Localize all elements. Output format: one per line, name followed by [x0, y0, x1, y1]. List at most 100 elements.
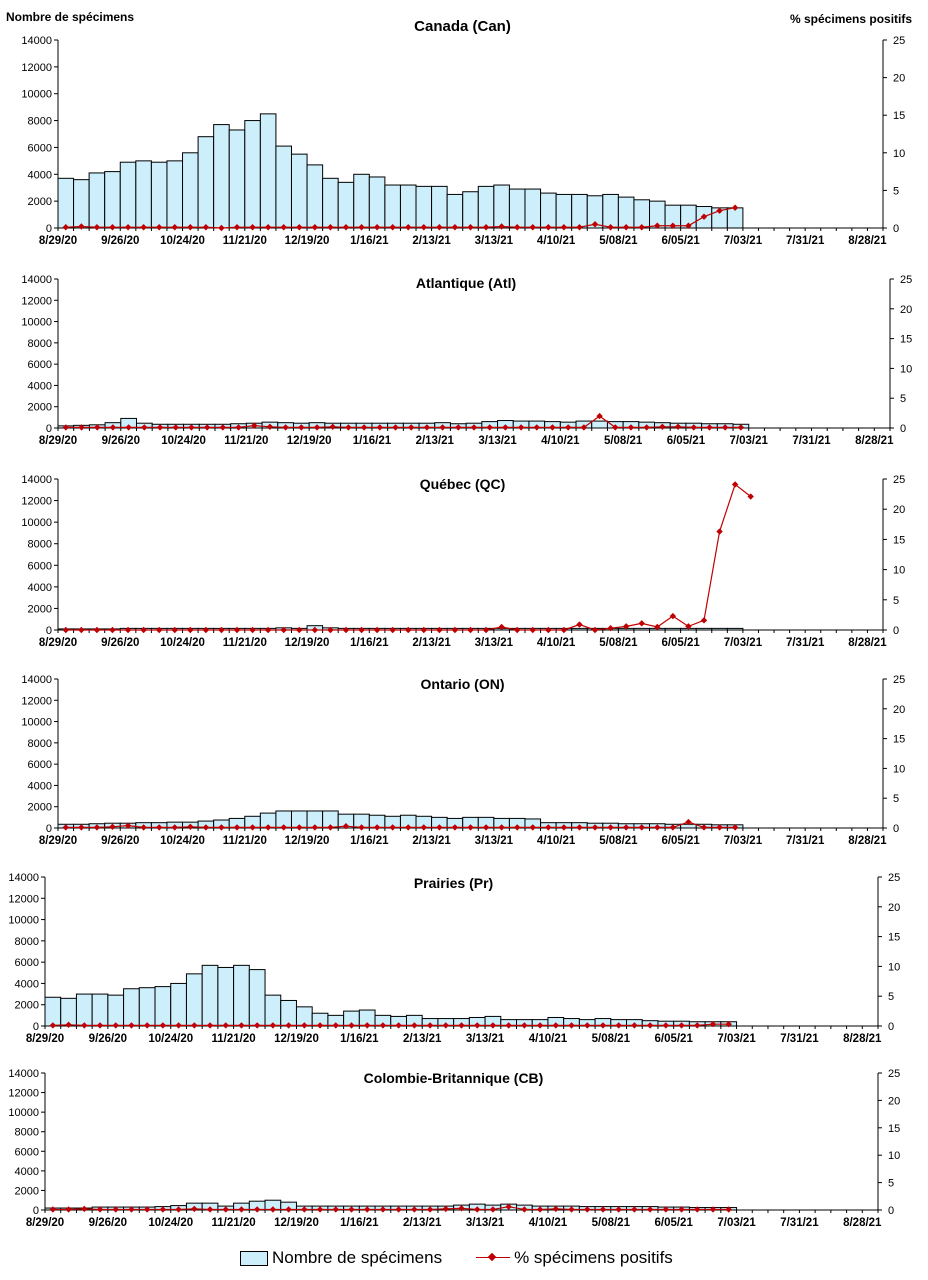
y-tick-label-4-4: 8000: [15, 936, 39, 948]
positivity-point-2-30: [529, 626, 536, 634]
y-tick-label-0-0: 0: [46, 223, 52, 235]
positivity-point-3-37: [638, 824, 645, 831]
bar-0-30: [524, 188, 542, 229]
y-tick-label-4-3: 6000: [15, 957, 39, 969]
positivity-point-5-9: [191, 1205, 198, 1213]
y-tick-label-2-6: 12000: [21, 496, 52, 508]
positivity-point-5-31: [536, 1206, 544, 1213]
positivity-point-0-26: [467, 224, 474, 231]
positivity-point-4-23: [411, 1022, 418, 1029]
positivity-point-2-36: [622, 623, 630, 630]
positivity-point-1-23: [423, 424, 431, 431]
positivity-point-3-7: [171, 824, 178, 831]
positivity-point-3-42: [716, 824, 723, 831]
positivity-point-3-14: [280, 824, 287, 831]
y2-tick-label-3-3: 15: [893, 734, 905, 746]
positivity-point-1-39: [674, 423, 682, 431]
positivity-point-0-38: [654, 222, 661, 229]
x-tick-label-3-7: 3/13/21: [475, 835, 514, 847]
x-tick-label-0-5: 1/16/21: [350, 235, 389, 247]
bar-0-15: [290, 153, 308, 229]
y2-tick-label-0-3: 15: [893, 110, 905, 122]
y-tick-label-4-7: 14000: [8, 872, 39, 884]
positivity-point-1-16: [313, 424, 321, 431]
x-tick-label-0-8: 4/10/21: [537, 235, 576, 247]
y2-tick-label-4-4: 20: [888, 902, 900, 914]
positivity-point-1-24: [439, 424, 446, 431]
positivity-point-4-8: [175, 1022, 182, 1029]
positivity-point-1-43: [737, 424, 745, 431]
bar-0-28: [493, 184, 510, 229]
x-tick-label-2-13: 8/28/21: [848, 637, 887, 649]
bar-0-4: [119, 161, 137, 229]
x-tick-label-5-4: 12/19/20: [274, 1217, 319, 1229]
bar-0-31: [540, 192, 557, 229]
y-tick-label-4-1: 2000: [15, 1000, 39, 1012]
positivity-point-4-31: [536, 1022, 544, 1029]
positivity-point-2-12: [249, 626, 256, 634]
positivity-point-4-30: [521, 1022, 528, 1029]
positivity-point-1-1: [78, 424, 85, 431]
charts-svg: Canada (Can)0200040006000800010000120001…: [8, 18, 912, 1229]
positivity-point-2-13: [264, 626, 272, 634]
x-tick-label-2-11: 7/03/21: [724, 637, 763, 649]
positivity-point-4-32: [552, 1022, 559, 1029]
bar-4-14: [264, 994, 282, 1027]
positivity-point-3-19: [358, 824, 365, 831]
positivity-point-3-40: [685, 818, 692, 826]
y2-tick-label-3-0: 0: [893, 823, 899, 835]
positivity-point-3-26: [467, 824, 474, 831]
positivity-point-0-20: [373, 224, 381, 231]
bar-4-10: [201, 964, 219, 1027]
positivity-point-3-34: [591, 824, 599, 831]
positivity-point-4-43: [725, 1021, 732, 1028]
positivity-point-2-17: [327, 626, 334, 634]
positivity-point-0-1: [78, 223, 85, 230]
positivity-point-2-0: [62, 626, 69, 634]
positivity-point-4-17: [316, 1022, 324, 1029]
positivity-point-0-33: [576, 224, 583, 231]
bar-4-15: [280, 999, 297, 1027]
positivity-point-3-12: [249, 824, 256, 831]
positivity-point-1-6: [156, 424, 164, 431]
x-tick-label-4-13: 8/28/21: [843, 1033, 882, 1045]
positivity-point-3-31: [545, 824, 552, 831]
positivity-point-3-28: [498, 824, 505, 831]
y2-tick-label-5-5: 25: [888, 1068, 900, 1080]
positivity-point-1-10: [219, 424, 227, 431]
positivity-point-4-14: [269, 1022, 277, 1029]
positivity-point-5-30: [521, 1206, 528, 1213]
positivity-point-3-9: [202, 824, 210, 831]
bar-1-34: [591, 420, 608, 429]
x-tick-label-3-0: 8/29/20: [39, 835, 77, 847]
positivity-point-3-10: [218, 824, 225, 831]
x-tick-label-1-3: 11/21/20: [224, 435, 268, 447]
positivity-point-0-36: [622, 224, 630, 231]
bar-4-8: [170, 982, 187, 1027]
positivity-point-5-43: [725, 1206, 732, 1213]
positivity-point-0-42: [716, 207, 723, 214]
positivity-point-0-40: [685, 222, 692, 229]
y-tick-label-2-4: 8000: [28, 539, 52, 551]
bar-0-9: [197, 136, 215, 229]
positivity-point-2-3: [109, 626, 116, 634]
positivity-point-2-39: [669, 612, 677, 620]
chart-title-4: Prairies (Pr): [414, 875, 493, 891]
y-tick-label-5-4: 8000: [15, 1127, 39, 1139]
positivity-point-0-39: [669, 222, 677, 229]
bar-0-26: [462, 191, 479, 229]
x-tick-label-5-12: 7/31/21: [780, 1217, 819, 1229]
positivity-point-3-15: [296, 824, 303, 831]
bar-0-20: [368, 176, 386, 229]
positivity-point-0-18: [342, 224, 350, 231]
positivity-point-5-41: [694, 1206, 701, 1213]
bar-0-21: [384, 184, 401, 229]
bar-0-14: [275, 145, 292, 229]
x-tick-label-0-2: 10/24/20: [160, 235, 205, 247]
positivity-point-2-21: [389, 626, 396, 634]
y-tick-label-1-7: 14000: [21, 274, 52, 286]
positivity-point-1-21: [392, 424, 399, 431]
legend-line-label: % spécimens positifs: [514, 1248, 673, 1267]
y2-tick-label-1-4: 20: [900, 304, 912, 316]
positivity-point-5-2: [81, 1205, 88, 1213]
